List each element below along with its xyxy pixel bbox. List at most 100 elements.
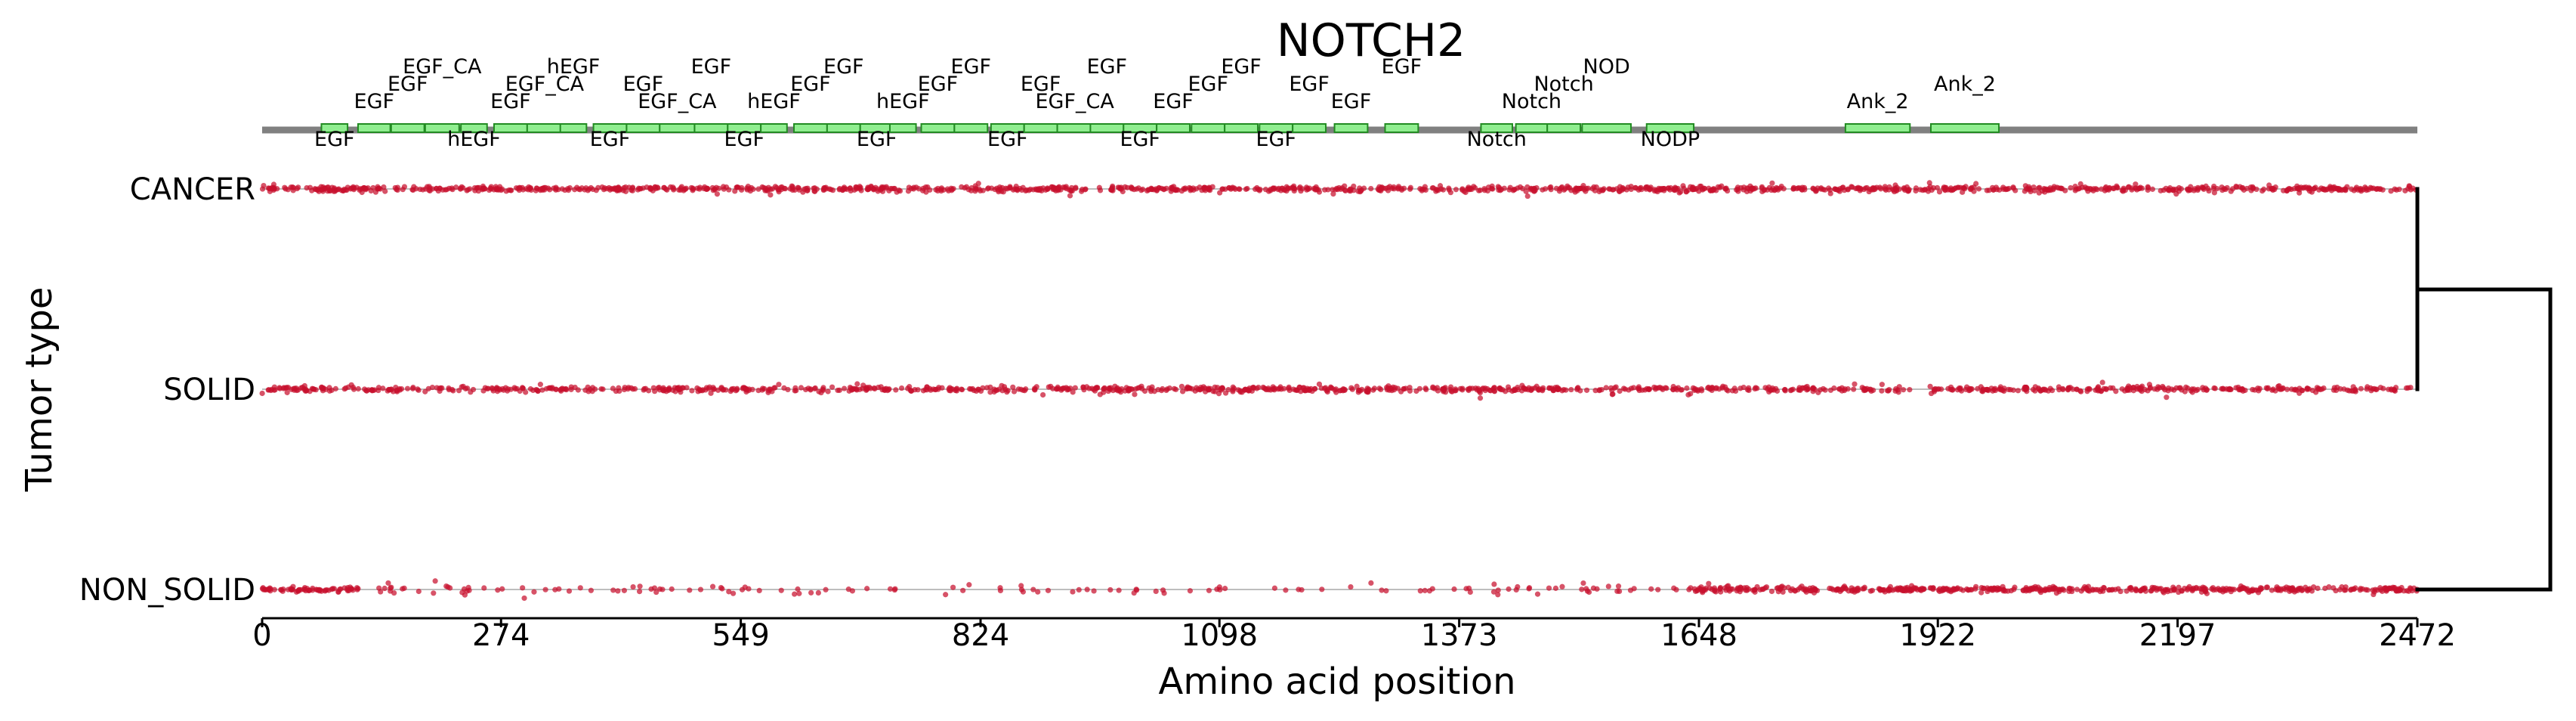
mutation-point	[1935, 386, 1941, 392]
mutation-point	[2056, 386, 2062, 393]
mutation-point	[1550, 386, 1556, 392]
mutation-point	[2164, 395, 2170, 401]
mutation-point	[392, 184, 398, 191]
mutation-point	[355, 385, 361, 392]
mutation-point	[2046, 584, 2052, 591]
mutation-point	[636, 589, 643, 595]
mutation-point	[1019, 187, 1025, 193]
mutation-point	[2284, 584, 2290, 590]
mutation-point	[2276, 383, 2282, 389]
mutation-point	[1349, 386, 1355, 392]
mutation-point	[1787, 587, 1794, 593]
mutation-point	[912, 387, 918, 393]
mutation-point	[802, 386, 809, 393]
mutation-point	[1845, 186, 1851, 192]
mutation-point	[320, 385, 326, 391]
mutation-point	[1512, 187, 1518, 193]
domain-label: hEGF	[747, 90, 801, 113]
mutation-point	[398, 385, 405, 392]
mutation-point	[1135, 185, 1141, 191]
mutation-point	[424, 184, 431, 190]
mutation-point	[1763, 584, 1770, 590]
domain-label: EGF_CA	[403, 55, 482, 79]
mutation-point	[415, 387, 422, 393]
mutation-point	[2125, 184, 2132, 190]
mutation-point	[1007, 184, 1013, 191]
mutation-point	[2197, 586, 2203, 592]
mutation-point	[1973, 583, 1979, 589]
mutation-point	[2161, 385, 2167, 391]
mutation-point	[1011, 388, 1018, 395]
x-tick-label: 1922	[1899, 618, 1976, 653]
domain-box	[1480, 123, 1514, 133]
mutation-point	[2272, 388, 2278, 394]
mutation-point	[1108, 187, 1114, 193]
mutation-point	[1246, 385, 1252, 391]
dendrogram-link	[2415, 287, 2553, 592]
mutation-point	[1438, 186, 1444, 192]
mutation-point	[1892, 186, 1899, 192]
mutation-point	[2224, 184, 2230, 191]
domain-box	[1191, 123, 1226, 133]
mutation-point	[922, 184, 929, 190]
mutation-point	[792, 591, 798, 597]
mutation-point	[1049, 184, 1055, 190]
mutation-point	[2090, 586, 2096, 593]
mutation-point	[495, 587, 501, 593]
mutation-point	[1610, 391, 1616, 398]
mutation-point	[1556, 385, 1562, 391]
mutation-point	[1768, 588, 1775, 595]
mutation-point	[1811, 589, 1818, 596]
domain-label: Ank_2	[1934, 73, 1996, 96]
mutation-point	[1979, 388, 1985, 395]
mutation-point	[2351, 586, 2357, 593]
mutation-point	[2079, 184, 2086, 190]
x-axis: 0 274 549 824 1098 1373 1648 1922 2197 2472	[252, 617, 2456, 653]
mutation-point	[1319, 586, 1325, 593]
mutation-point	[1751, 186, 1757, 192]
mutation-point	[980, 187, 986, 193]
mutation-point	[1379, 184, 1385, 190]
mutation-point	[1097, 187, 1104, 193]
mutation-point	[1870, 387, 1876, 393]
mutation-point	[1684, 385, 1690, 391]
mutation-point	[776, 382, 782, 388]
domain-label: EGF	[724, 128, 764, 151]
mutation-point	[409, 385, 416, 391]
mutation-point	[588, 184, 594, 191]
mutation-point	[2321, 186, 2327, 193]
mutation-point	[897, 188, 903, 194]
domain-label: EGF	[623, 73, 664, 96]
chart-title: NOTCH2	[1277, 14, 1466, 67]
mutation-point	[480, 185, 486, 192]
x-tick-label: 1098	[1181, 618, 1258, 653]
mutation-point	[1864, 184, 1870, 191]
mutation-point	[978, 388, 984, 395]
mutation-point	[2259, 188, 2266, 194]
domain-box	[1023, 123, 1058, 133]
domain-label: EGF	[987, 128, 1028, 151]
mutation-point	[857, 386, 863, 392]
mutation-point	[1917, 187, 1923, 193]
mutation-point	[637, 583, 643, 589]
mutation-point	[1981, 585, 1987, 592]
mutation-point	[1849, 588, 1855, 594]
mutation-point	[2117, 588, 2124, 595]
mutation-point	[755, 388, 761, 394]
mutation-point	[996, 184, 1002, 190]
mutation-point	[1118, 184, 1124, 190]
mutation-point	[1068, 184, 1075, 191]
mutation-point	[531, 589, 537, 595]
mutation-point	[1262, 187, 1269, 193]
mutation-point	[282, 184, 288, 190]
mutation-point	[1178, 383, 1185, 389]
mutation-point	[359, 189, 365, 196]
mutation-point	[1056, 184, 1062, 190]
mutation-point	[1723, 185, 1729, 191]
mutation-point	[1160, 587, 1166, 593]
mutation-point	[600, 386, 606, 392]
mutation-point	[1797, 585, 1803, 591]
mutation-point	[1706, 580, 1712, 586]
mutation-point	[1884, 388, 1891, 394]
mutation-point	[798, 385, 805, 391]
